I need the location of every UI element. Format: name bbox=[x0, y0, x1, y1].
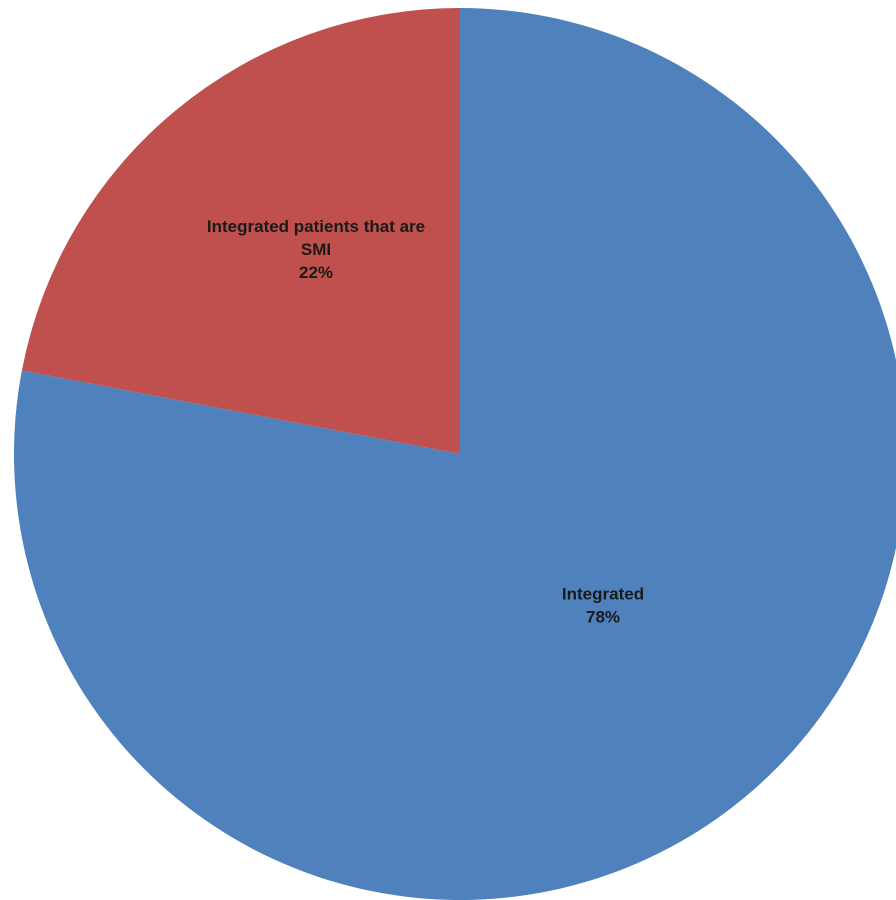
pie-slice-integrated bbox=[14, 8, 896, 900]
slice-category-line: Integrated bbox=[562, 585, 644, 604]
slice-category-line: Integrated patients that are bbox=[207, 217, 425, 236]
slice-percent: 22% bbox=[299, 263, 333, 282]
pie-slice-integrated-patients-that-are-smi bbox=[21, 8, 461, 454]
slice-percent: 78% bbox=[586, 608, 620, 627]
slice-label-integrated-patients-that-are-smi: Integrated patients that are SMI 22% bbox=[207, 217, 425, 282]
slice-label-integrated: Integrated 78% bbox=[562, 585, 644, 627]
slices-layer bbox=[14, 8, 896, 900]
slice-category-line: SMI bbox=[301, 240, 331, 259]
labels-layer: Integrated 78% Integrated patients that ar… bbox=[207, 217, 644, 627]
